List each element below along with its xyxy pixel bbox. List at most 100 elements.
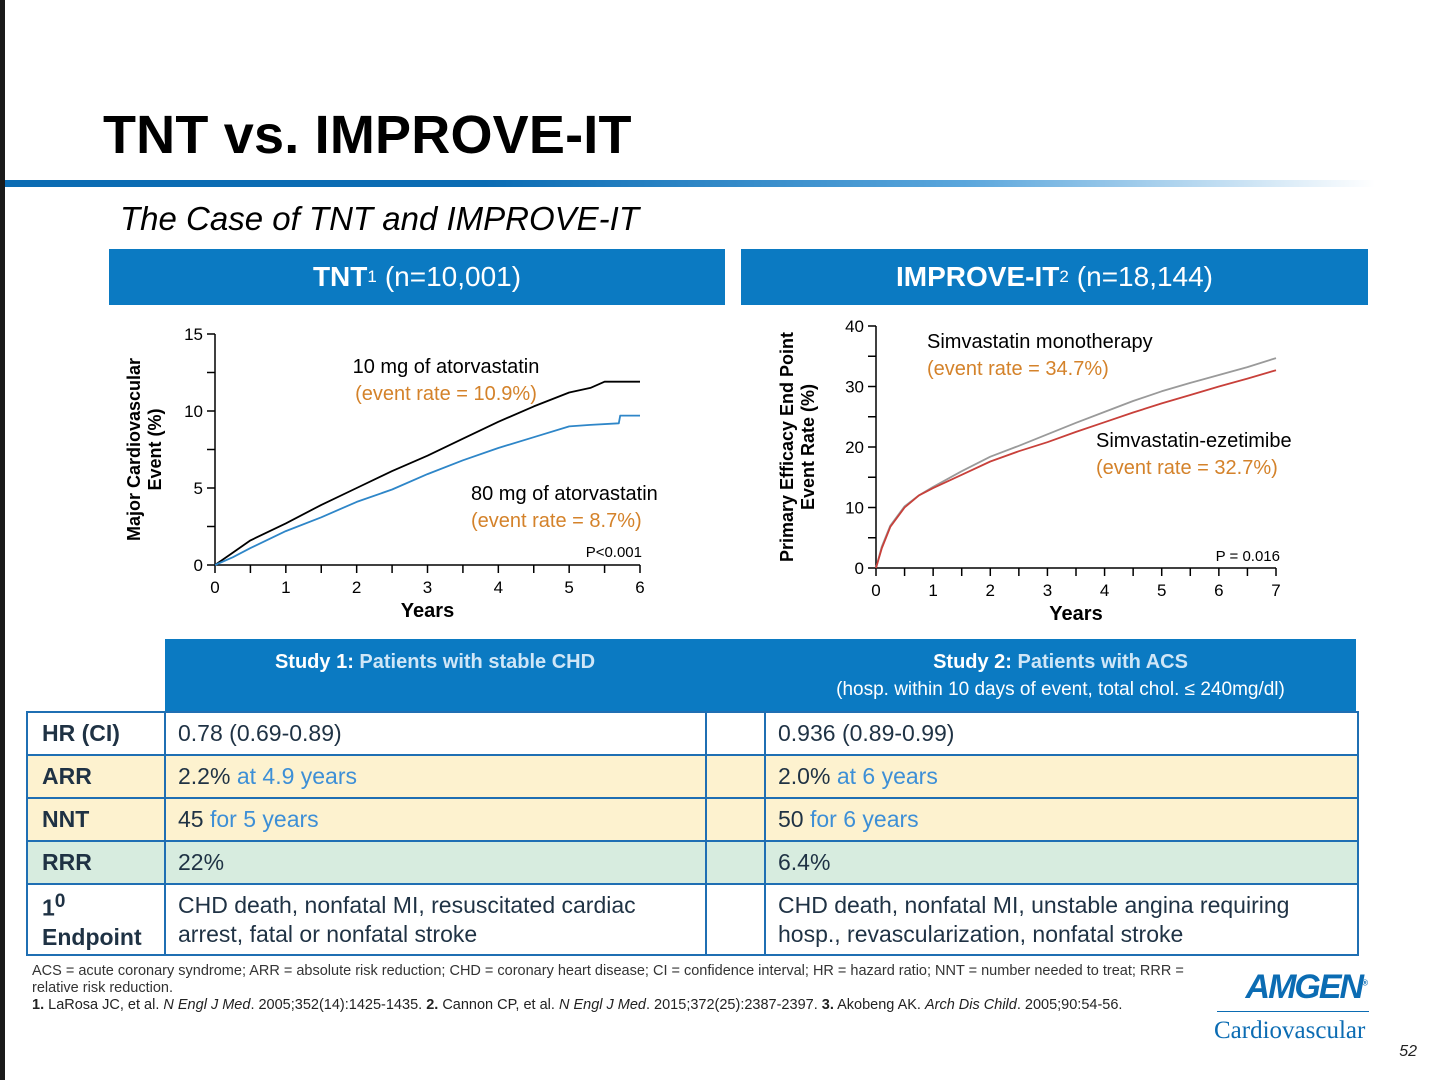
y-axis-title: Major CardiovascularEvent (%) <box>124 358 165 541</box>
study2-value: 2.0% <box>778 763 831 789</box>
y-tick-label: 10 <box>184 402 203 421</box>
table-header: Study 1: Patients with stable CHD Study … <box>165 639 1356 712</box>
y-axis-title-line: Major Cardiovascular <box>124 358 144 541</box>
series-label-1: 10 mg of atorvastatin <box>353 356 540 378</box>
y-axis-title-line: Event (%) <box>145 408 165 490</box>
ref1-citation: . 2005;352(14):1425-1435. <box>250 997 423 1013</box>
logo-division: Cardiovascular <box>1214 1017 1366 1044</box>
y-tick-label: 10 <box>845 499 864 518</box>
ref2-num: 2. <box>426 997 439 1013</box>
logo-rule <box>1217 1011 1369 1012</box>
row-label: ARR <box>26 754 166 799</box>
study1-value: 0.78 (0.69-0.89) <box>178 720 342 746</box>
series-rate-2: (event rate = 8.7%) <box>471 510 642 532</box>
improve-chart: 0 10 20 30 40 0 1 2 3 4 5 6 7 Years Primary Efficacy E… <box>777 317 1292 625</box>
page-number: 52 <box>1399 1043 1417 1060</box>
study2-cell: 50 for 6 years <box>764 797 1359 842</box>
references: 1. LaRosa JC, et al. N Engl J Med. 2005;… <box>32 997 1212 1014</box>
improve-name: IMPROVE-IT <box>895 261 1060 292</box>
p-value-annotation: P = 0.016 <box>1216 548 1280 565</box>
y-tick-label: 20 <box>845 438 864 457</box>
spacer-cell <box>705 840 766 885</box>
table-row-arr: ARR 2.2% at 4.9 years 2.0% at 6 years <box>26 754 1359 799</box>
table-row-rrr: RRR 22% 6.4% <box>26 840 1359 885</box>
x-tick-label: 0 <box>210 578 219 597</box>
study1-qualifier: at 4.9 years <box>236 763 358 789</box>
study2-value: 0.936 (0.89-0.99) <box>778 720 955 746</box>
y-tick-label: 15 <box>184 325 203 344</box>
tnt-n: (n=10,001) <box>384 261 522 292</box>
endpoint-label-sup: 0 <box>54 891 66 913</box>
table-row-hr: HR (CI) 0.78 (0.69-0.89) 0.936 (0.89-0.9… <box>26 711 1359 756</box>
amgen-logo: AMGEN® Cardiovascular <box>1212 968 1372 1048</box>
study2-cell: 2.0% at 6 years <box>764 754 1359 799</box>
spacer-cell <box>705 711 766 756</box>
tnt-panel-header: TNT 1 (n=10,001) <box>109 249 725 305</box>
ref3-authors: Akobeng AK. <box>837 997 921 1013</box>
ref1-authors: LaRosa JC, et al. <box>48 997 160 1013</box>
x-tick-label: 5 <box>564 578 573 597</box>
y-tick-label: 0 <box>194 556 203 575</box>
x-tick-label: 7 <box>1271 581 1280 600</box>
study2-cell: 6.4% <box>764 840 1359 885</box>
study1-title: Patients with stable CHD <box>359 651 596 673</box>
series-line-2 <box>214 414 640 566</box>
x-tick-label: 6 <box>1214 581 1223 600</box>
study1-header: Study 1: Patients with stable CHD <box>165 639 705 712</box>
series-rate-2: (event rate = 32.7%) <box>1096 457 1278 479</box>
logo-brand: AMGEN® <box>1245 968 1368 1007</box>
study2-header: Study 2: Patients with ACS (hosp. within… <box>765 639 1356 712</box>
logo-brand-text: AMGEN <box>1245 968 1365 1006</box>
series-label-1: Simvastatin monotherapy <box>927 331 1153 353</box>
study2-label: Study 2: <box>933 651 1012 673</box>
study1-value: 2.2% <box>178 763 231 789</box>
y-tick-label: 40 <box>845 317 864 336</box>
x-tick-label: 0 <box>871 581 880 600</box>
study2-value: 6.4% <box>778 849 831 875</box>
study1-endpoint-line1: CHD death, nonfatal MI, resuscitated car… <box>178 891 636 918</box>
study2-title: Patients with ACS <box>1017 651 1188 673</box>
endpoint-label-num: 1 <box>42 894 55 921</box>
x-tick-label: 6 <box>635 578 644 597</box>
left-edge-bar <box>0 0 5 1080</box>
spacer-cell <box>705 797 766 842</box>
study2-endpoint-line2: hosp., revascularization, nonfatal strok… <box>778 920 1184 947</box>
study2-value: 50 <box>778 806 804 832</box>
series-label-2: 80 mg of atorvastatin <box>471 483 658 505</box>
row-label: NNT <box>26 797 166 842</box>
series-line-2 <box>875 369 1277 569</box>
title-rule <box>5 180 1375 187</box>
tnt-chart: 0 5 10 15 0 1 2 3 4 5 6 Years Major CardiovascularEv… <box>124 325 658 622</box>
study1-cell: 0.78 (0.69-0.89) <box>164 711 707 756</box>
study2-qualifier: at 6 years <box>836 763 938 789</box>
study1-value: 45 <box>178 806 204 832</box>
series-label-2: Simvastatin-ezetimibe <box>1096 430 1292 452</box>
footnotes: ACS = acute coronary syndrome; ARR = abs… <box>32 963 1212 1014</box>
ref3-journal: Arch Dis Child <box>924 997 1017 1013</box>
study1-value: 22% <box>178 849 225 875</box>
study1-cell: CHD death, nonfatal MI, resuscitated car… <box>164 883 707 956</box>
x-tick-label: 4 <box>1100 581 1109 600</box>
study1-cell: 2.2% at 4.9 years <box>164 754 707 799</box>
x-axis-title: Years <box>401 600 454 622</box>
study1-cell: 45 for 5 years <box>164 797 707 842</box>
tnt-name: TNT <box>312 261 368 292</box>
x-tick-label: 1 <box>281 578 290 597</box>
p-value-annotation: P<0.001 <box>586 544 642 561</box>
row-label: HR (CI) <box>26 711 166 756</box>
ref2-authors: Cannon CP, et al. <box>442 997 555 1013</box>
y-axis-title-line: Primary Efficacy End Point <box>777 332 797 562</box>
study2-qualifier: for 6 years <box>809 806 919 832</box>
study1-qualifier: for 5 years <box>209 806 319 832</box>
study1-label: Study 1: <box>274 651 354 673</box>
study2-cell: CHD death, nonfatal MI, unstable angina … <box>764 883 1359 956</box>
ref3-citation: . 2005;90:54-56. <box>1016 997 1123 1013</box>
row-label: RRR <box>26 840 166 885</box>
x-tick-label: 4 <box>494 578 503 597</box>
y-tick-label: 0 <box>855 559 864 578</box>
abbreviations: ACS = acute coronary syndrome; ARR = abs… <box>32 963 1184 996</box>
x-tick-label: 2 <box>352 578 361 597</box>
comparison-table: HR (CI) 0.78 (0.69-0.89) 0.936 (0.89-0.9… <box>26 711 1359 956</box>
x-tick-label: 3 <box>423 578 432 597</box>
ref2-citation: . 2015;372(25):2387-2397. <box>646 997 818 1013</box>
